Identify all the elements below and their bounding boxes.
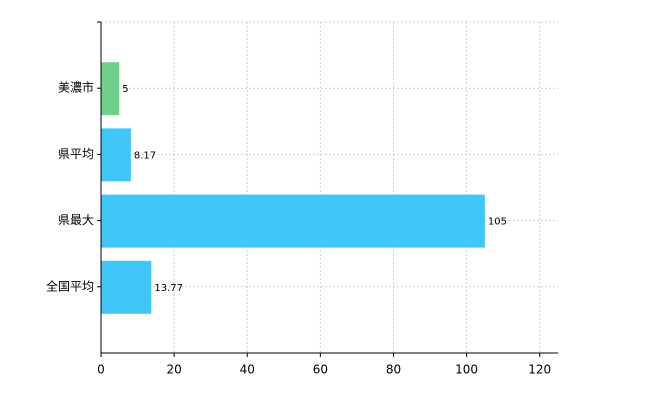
y-tick-label: 全国平均 [46, 278, 94, 293]
y-tick-label: 県平均 [58, 147, 94, 161]
y-tick-label: 県最大 [58, 213, 94, 227]
x-tick-label: 80 [386, 363, 401, 377]
x-tick-label: 20 [166, 363, 181, 377]
x-tick-label: 60 [313, 363, 328, 377]
bar [101, 128, 131, 182]
x-tick-label: 40 [240, 363, 255, 377]
value-label: 13.77 [154, 283, 183, 294]
value-label: 5 [122, 84, 128, 95]
x-tick-label: 0 [97, 363, 105, 377]
x-tick-label: 120 [528, 363, 551, 377]
bar [101, 194, 485, 248]
bar [101, 62, 120, 116]
value-label: 8.17 [134, 150, 156, 161]
bar [101, 260, 152, 314]
value-label: 105 [488, 217, 507, 228]
y-tick-label: 美濃市 [58, 80, 94, 95]
x-tick-label: 100 [455, 363, 478, 377]
